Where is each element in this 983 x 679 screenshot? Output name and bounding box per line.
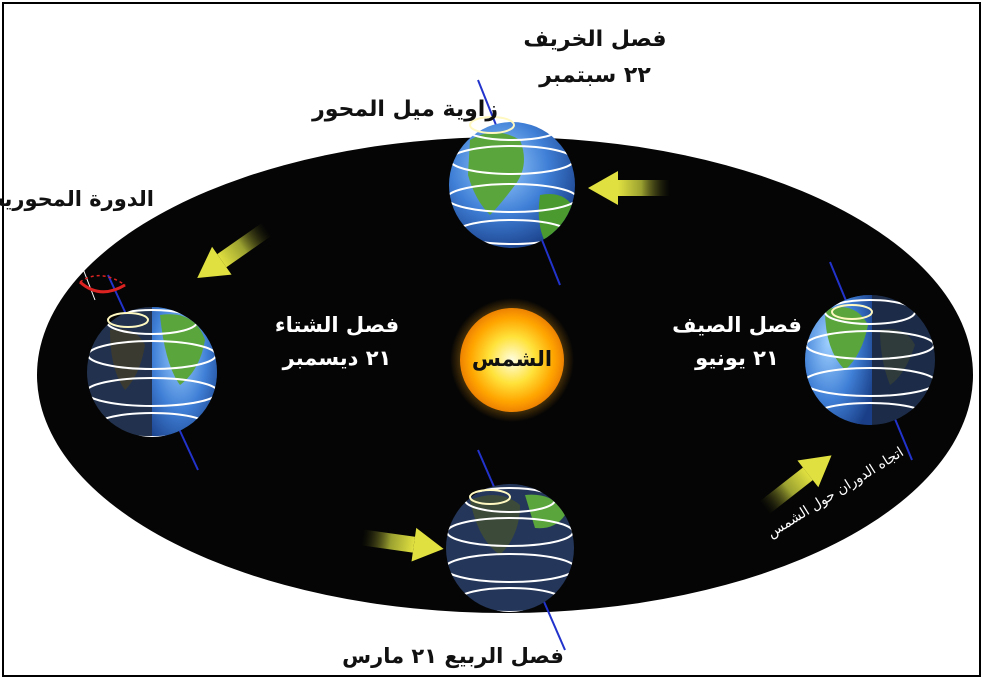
autumn-date-label: ٢٢ سبتمبر bbox=[539, 63, 651, 88]
axis-tilt-label: زاوية ميل المحور bbox=[312, 97, 498, 122]
sun-label: الشمس bbox=[471, 347, 553, 371]
autumn-season-label: فصل الخريف bbox=[523, 27, 667, 52]
orbit-arrow-icon bbox=[197, 222, 272, 278]
summer-season-label: فصل الصيف bbox=[672, 313, 802, 337]
orbit-arrow-icon bbox=[759, 455, 832, 515]
earth-globe-icon bbox=[805, 261, 935, 461]
orbit-arrow-icon bbox=[588, 171, 670, 205]
axial-rotation-label: الدورة المحورية bbox=[0, 187, 154, 211]
winter-date-label: ٢١ ديسمبر bbox=[282, 346, 392, 370]
orbit-arrow-icon bbox=[361, 527, 444, 562]
spring-season-label: فصل الربيع ٢١ مارس bbox=[342, 644, 564, 668]
sun-icon bbox=[450, 298, 574, 422]
rotation-ring-icon bbox=[69, 234, 126, 301]
winter-season-label: فصل الشتاء bbox=[274, 313, 400, 337]
summer-date-label: ٢١ يونيو bbox=[695, 346, 779, 370]
